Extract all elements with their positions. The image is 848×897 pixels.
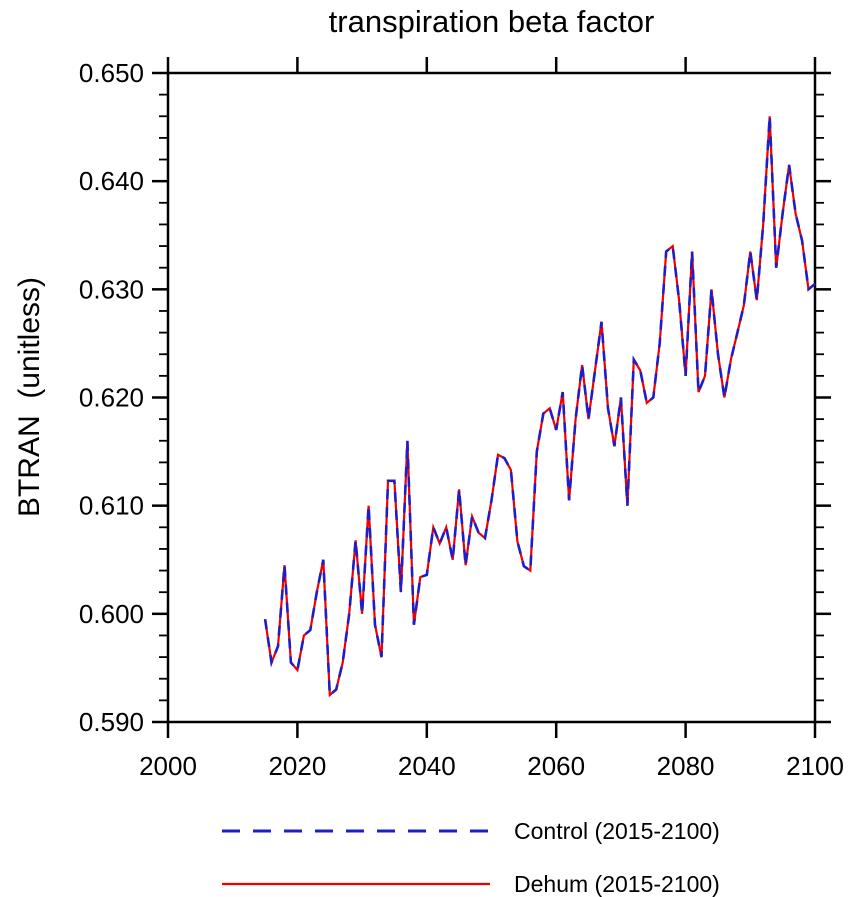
- y-tick-label: 0.610: [79, 491, 144, 521]
- legend-dehum-line-sample: [222, 882, 490, 886]
- x-tick-label: 2060: [527, 751, 585, 781]
- y-tick-label: 0.640: [79, 166, 144, 196]
- legend-control-line-sample: [222, 829, 490, 833]
- y-tick-label: 0.650: [79, 58, 144, 88]
- y-tick-label: 0.620: [79, 383, 144, 413]
- y-axis-label: BTRAN (unitless): [13, 276, 46, 518]
- plot-frame: [166, 71, 817, 724]
- x-tick-label: 2000: [139, 751, 197, 781]
- control-series-line: [263, 116, 816, 698]
- chart-title: transpiration beta factor: [328, 4, 655, 39]
- x-tick-label: 2020: [268, 751, 326, 781]
- legend-control-label: Control (2015-2100): [514, 818, 720, 844]
- x-tick-label: 2040: [398, 751, 456, 781]
- x-tick-label: 2100: [786, 751, 844, 781]
- y-tick-label: 0.590: [79, 707, 144, 737]
- y-tick-label: 0.630: [79, 274, 144, 304]
- legend-dehum-label: Dehum (2015-2100): [514, 871, 720, 897]
- dehum-series-line: [264, 116, 816, 698]
- x-tick-label: 2080: [657, 751, 715, 781]
- y-tick-label: 0.600: [79, 599, 144, 629]
